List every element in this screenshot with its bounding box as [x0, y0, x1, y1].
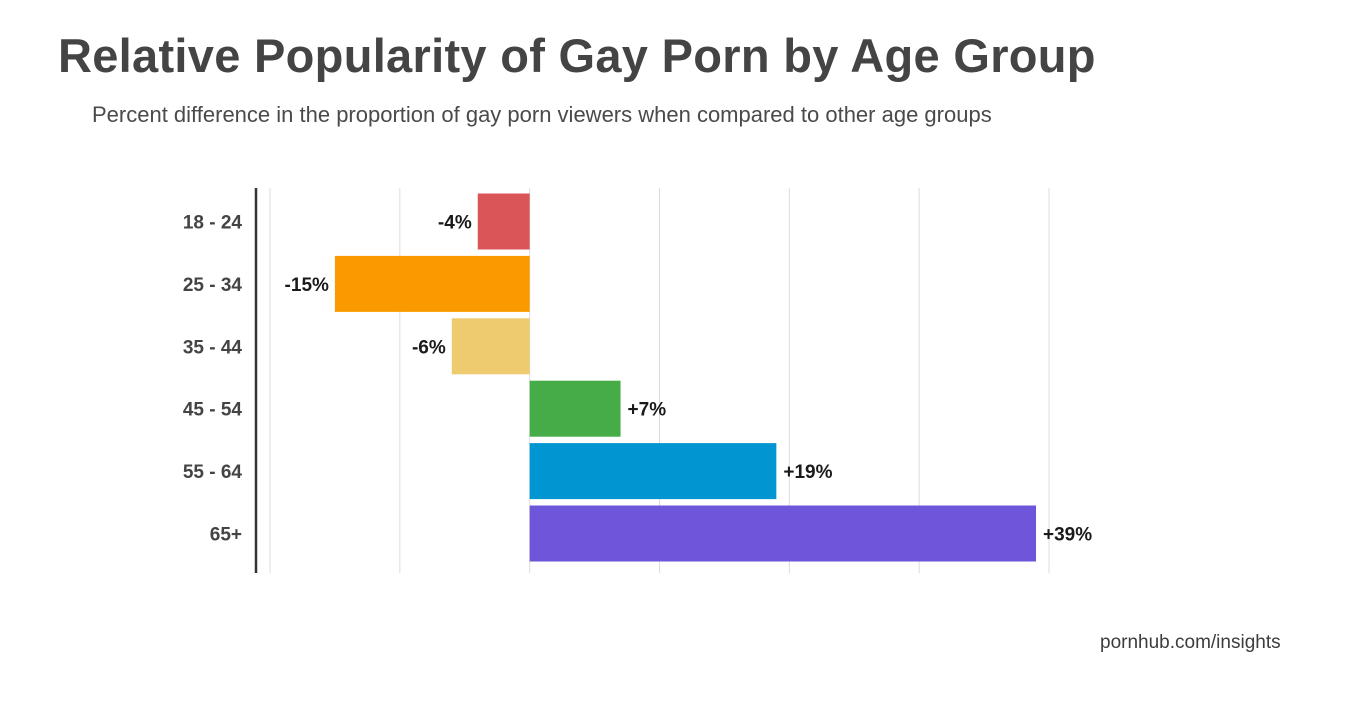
category-label: 35 - 44 — [183, 337, 243, 358]
chart-subtitle: Percent difference in the proportion of … — [92, 102, 992, 127]
bar — [529, 505, 1037, 562]
bar — [529, 380, 621, 437]
bar — [334, 255, 530, 312]
category-label: 65+ — [210, 525, 242, 546]
bar — [451, 318, 530, 375]
bar — [477, 193, 530, 250]
source-credit: pornhub.com/insights — [1100, 632, 1281, 653]
category-label: 45 - 54 — [183, 400, 243, 421]
chart-title: Relative Popularity of Gay Porn by Age G… — [58, 29, 1096, 82]
category-label: 25 - 34 — [183, 275, 243, 296]
data-label: -4% — [438, 213, 472, 234]
category-label: 55 - 64 — [183, 462, 243, 483]
data-label: +19% — [783, 462, 832, 483]
bar — [529, 443, 777, 500]
data-label: +7% — [628, 400, 667, 421]
category-label: 18 - 24 — [183, 213, 243, 234]
data-label: -15% — [285, 275, 329, 296]
data-label: +39% — [1043, 525, 1092, 546]
data-label: -6% — [412, 337, 446, 358]
